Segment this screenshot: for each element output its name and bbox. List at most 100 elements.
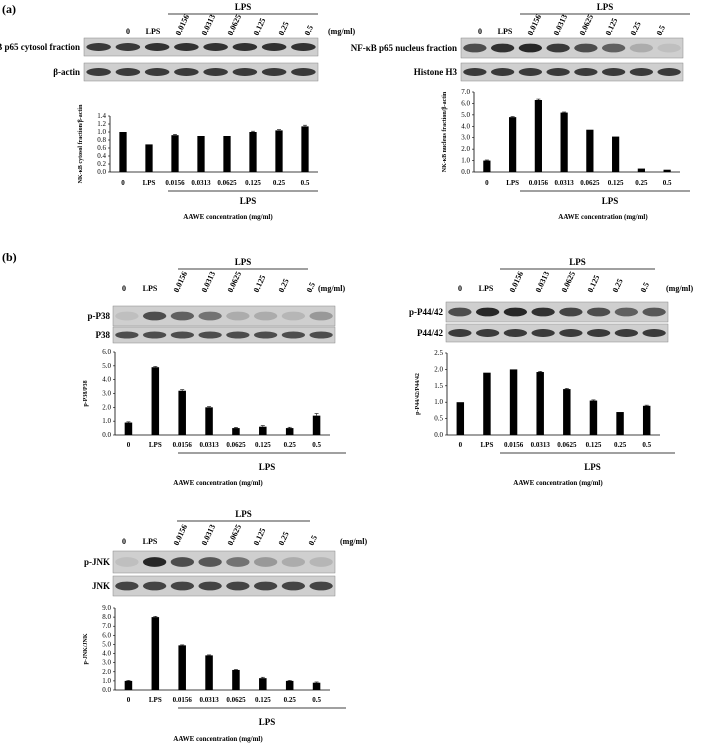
- unit-label: (mg/ml): [328, 27, 355, 36]
- lane-label: 0.5: [305, 281, 317, 294]
- blot-band: [475, 307, 500, 317]
- blot-band: [253, 311, 278, 321]
- blot-background: [83, 62, 319, 82]
- x-tick-label: 0.25: [635, 179, 648, 187]
- blot-band: [518, 68, 543, 76]
- x-tick-label: 0.0625: [217, 179, 237, 187]
- unit-label: (mg/ml): [666, 284, 693, 293]
- y-tick-label: 3.0: [461, 134, 470, 142]
- lps-footer-label: LPS: [240, 196, 257, 206]
- x-tick-label: 0.0625: [226, 441, 246, 449]
- blot-bottom-label: Histone H3: [414, 67, 458, 77]
- blot-band: [115, 557, 139, 567]
- x-axis-title: AAWE concentration (mg/ml): [513, 479, 603, 487]
- blot-bottom: P44/42: [417, 323, 669, 343]
- y-tick-label: 0.0: [102, 686, 111, 694]
- blot-band: [170, 331, 195, 339]
- lane-label: 0.125: [252, 527, 268, 547]
- bar: [145, 144, 153, 172]
- blot-bottom: Histone H3: [414, 62, 684, 82]
- x-tick-label: LPS: [149, 441, 162, 449]
- blot-band: [142, 557, 167, 567]
- blot-band: [86, 43, 111, 51]
- blot-band: [226, 581, 250, 591]
- blot-band: [142, 581, 167, 591]
- y-tick-label: 0.6: [97, 144, 106, 152]
- blot-band: [261, 68, 287, 76]
- x-tick-label: 0.0313: [531, 441, 551, 449]
- blot-top: p-P38: [88, 305, 336, 327]
- blot-band: [174, 43, 199, 51]
- blot-band: [503, 329, 528, 337]
- x-tick-label: 0.0313: [199, 696, 219, 704]
- x-tick-label: 0.0156: [173, 696, 193, 704]
- blot-top-label: p-P44/42: [409, 307, 444, 317]
- bar: [205, 655, 213, 690]
- blot-bottom-label: P44/42: [417, 328, 443, 338]
- blot-top-label: NF-κB p65 cytosol fraction: [0, 42, 80, 52]
- bar: [456, 402, 465, 435]
- bar: [534, 100, 542, 172]
- x-tick-label: 0.125: [255, 696, 271, 704]
- lane-label: LPS: [143, 284, 158, 293]
- lane-label: 0.0156: [526, 13, 543, 37]
- blot-band: [490, 43, 515, 53]
- x-tick-label: 0: [127, 696, 131, 704]
- panel-label-a: (a): [2, 2, 16, 16]
- y-tick-label: 1.2: [97, 120, 106, 128]
- x-tick-label: 0: [459, 441, 463, 449]
- blot-band: [226, 311, 250, 321]
- bar: [616, 412, 624, 435]
- blot-bottom-label: JNK: [92, 581, 110, 591]
- lps-header-label: LPS: [597, 2, 614, 12]
- lane-label: 0.0313: [534, 270, 551, 294]
- blot-band: [281, 581, 306, 591]
- x-tick-label: 0: [121, 179, 125, 187]
- blot-band: [253, 557, 278, 567]
- blot-band: [546, 68, 570, 76]
- blot-band: [309, 557, 333, 567]
- x-tick-label: 0.0625: [580, 179, 600, 187]
- x-tick-label: LPS: [149, 696, 162, 704]
- blot-band: [490, 68, 515, 76]
- lane-label: 0.5: [307, 534, 319, 547]
- y-tick-label: 2.0: [461, 145, 470, 153]
- bar: [151, 617, 160, 690]
- bar: [223, 136, 231, 172]
- blot-top: NF-κB p65 cytosol fraction: [0, 37, 319, 57]
- lane-label: 0.0313: [200, 523, 217, 547]
- y-axis-title: p-JNK/JNK: [83, 633, 89, 664]
- bar: [205, 407, 213, 435]
- chart-panel-p4442: LPS 0 LPS 0.0156 0.0313 0.0625 0.125 0.25 0.5 (mg…: [409, 257, 693, 487]
- x-tick-label: 0.0156: [504, 441, 524, 449]
- lane-label: 0.0156: [174, 13, 191, 37]
- lps-footer-label: LPS: [259, 717, 276, 727]
- x-tick-label: 0.0313: [555, 179, 575, 187]
- x-tick-label: 0.125: [608, 179, 624, 187]
- blot-bottom: P38: [96, 326, 336, 344]
- blot-background: [112, 305, 336, 327]
- blot-band: [629, 43, 654, 53]
- lane-label: 0.125: [252, 17, 268, 37]
- y-tick-label: 4.0: [461, 122, 470, 130]
- x-tick-label: 0.25: [284, 441, 297, 449]
- blot-band: [115, 581, 139, 591]
- blot-band: [586, 329, 611, 337]
- blot-band: [142, 311, 167, 321]
- blot-band: [115, 331, 139, 339]
- lane-label: 0.25: [629, 20, 643, 36]
- bar: [151, 367, 160, 435]
- chart-panel-nfkb-cytosol: LPS 0 LPS 0.0156 0.0313 0.0625 0.125 0.25 0.5 (mg…: [0, 2, 355, 221]
- x-tick-label: 0.0313: [199, 441, 219, 449]
- x-tick-label: 0.5: [642, 441, 651, 449]
- bar: [483, 160, 491, 172]
- x-tick-label: 0.125: [586, 441, 602, 449]
- lps-header-label: LPS: [235, 2, 252, 12]
- blot-band: [546, 43, 570, 53]
- x-tick-label: 0.0313: [191, 179, 211, 187]
- lane-label: 0.0156: [508, 270, 525, 294]
- blot-band: [144, 68, 170, 76]
- blot-band: [170, 557, 195, 567]
- lane-label: LPS: [143, 537, 158, 546]
- blot-band: [174, 68, 199, 76]
